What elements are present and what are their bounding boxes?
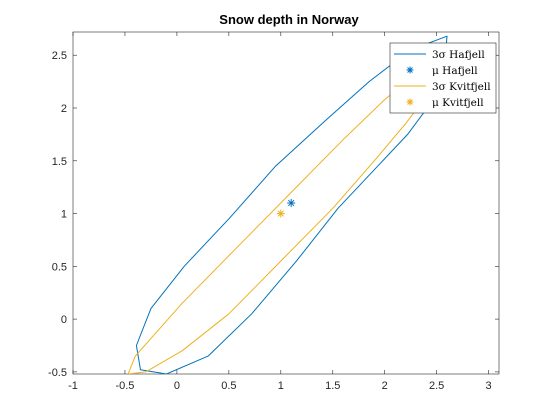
y-tick-label: 2 xyxy=(61,103,67,115)
y-tick-label: 1.5 xyxy=(52,156,67,168)
legend-swatch-kvitfjell xyxy=(406,98,414,106)
x-tick-label: 1.5 xyxy=(325,380,340,392)
x-axis: -1 -0.5 0 0.5 1 1.5 2 2.5 3 xyxy=(68,32,492,392)
x-tick-label: 2 xyxy=(382,380,388,392)
legend-box xyxy=(389,42,497,114)
y-tick-label: 0.5 xyxy=(52,261,67,273)
legend-label-hafjell: 3σ Hafjell xyxy=(432,49,485,61)
x-tick-label: 0 xyxy=(174,380,180,392)
y-tick-label: 2.5 xyxy=(52,50,67,62)
legend: 3σ Hafjell μ Hafjell 3σ Kvitfjell μ Kvitfje… xyxy=(389,42,497,114)
x-tick-label: -0.5 xyxy=(115,380,134,392)
x-tick-label: 3 xyxy=(486,380,492,392)
chart-title: Snow depth in Norway xyxy=(219,12,359,27)
data-point-kvitfjell xyxy=(276,209,285,218)
x-tick-label: -1 xyxy=(68,380,78,392)
legend-label-hafjell: μ Hafjell xyxy=(432,65,478,77)
y-tick-label: -0.5 xyxy=(48,367,67,379)
x-tick-label: 0.5 xyxy=(221,380,236,392)
data-point-hafjell xyxy=(287,199,296,207)
x-tick-label: 1 xyxy=(278,380,284,392)
x-tick-label: 2.5 xyxy=(429,380,444,392)
y-tick-label: 1 xyxy=(61,209,67,221)
legend-label-kvitfjell: 3σ Kvitfjell xyxy=(432,81,491,93)
y-axis: -0.5 0 0.5 1 1.5 2 2.5 xyxy=(48,50,499,379)
y-tick-label: 0 xyxy=(61,314,67,326)
legend-label-kvitfjell: μ Kvitfjell xyxy=(432,97,484,109)
legend-swatch-hafjell xyxy=(406,66,414,74)
